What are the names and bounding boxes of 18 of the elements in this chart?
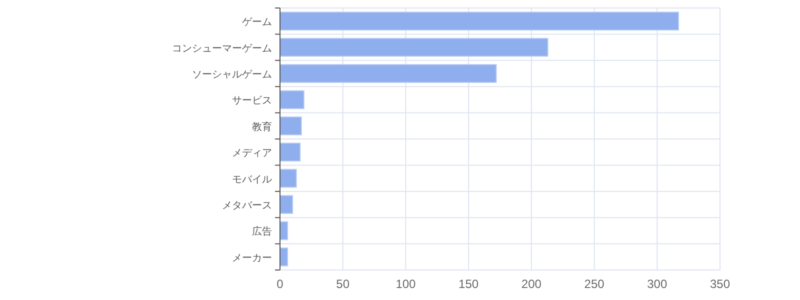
x-tick-label: 200 — [521, 277, 542, 291]
x-tick-label: 350 — [710, 277, 730, 291]
x-tick-label: 0 — [276, 277, 284, 291]
y-tick-label: 教育 — [252, 120, 272, 133]
x-tick-label: 150 — [458, 277, 479, 291]
x-tick-label: 50 — [336, 277, 350, 291]
y-tick-label: メディア — [232, 148, 272, 160]
y-tick-label: モバイル — [232, 174, 272, 186]
y-tick-label: メタバース — [222, 200, 272, 212]
x-tick-label: 100 — [396, 277, 416, 291]
x-tick-label: 250 — [584, 277, 605, 291]
x-tick-label: 300 — [647, 277, 668, 291]
y-tick-label: コンシューマーゲーム — [172, 43, 272, 54]
y-tick-label: 広告 — [252, 226, 272, 238]
y-tick-label: サービス — [232, 96, 272, 107]
y-tick-label: ソーシャルゲーム — [192, 70, 272, 80]
y-tick-label: メーカー — [232, 252, 272, 264]
y-tick-label: ゲーム — [242, 17, 272, 28]
